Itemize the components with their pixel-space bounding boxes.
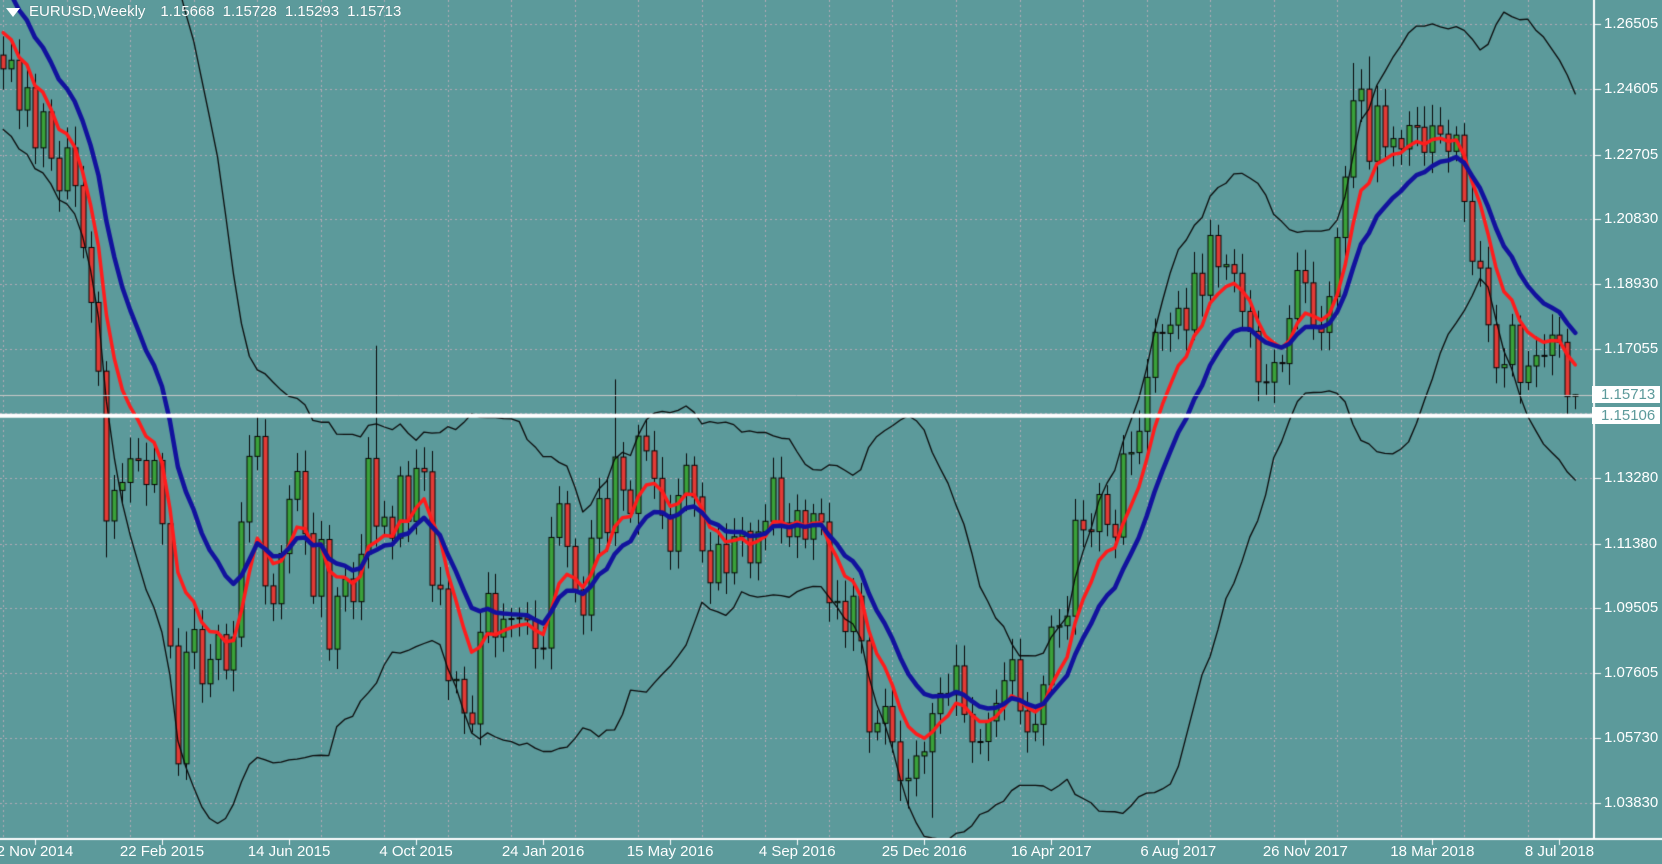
price-axis-label: 1.26505	[1604, 15, 1659, 32]
price-axis-label: 1.17055	[1604, 339, 1659, 357]
ohlc-high: 1.15728	[222, 3, 277, 20]
bid-price-box: 1.15713	[1592, 386, 1660, 404]
time-axis-label: 24 Jan 2016	[501, 843, 585, 860]
time-axis-label: 25 Dec 2016	[881, 843, 967, 860]
chart-title-bar: EURUSD,Weekly 1.15668 1.15728 1.15293 1.…	[6, 3, 401, 21]
time-axis-label: 15 May 2016	[626, 843, 714, 860]
time-axis-label: 2 Nov 2014	[0, 843, 74, 860]
symbol-triangle-icon	[6, 8, 20, 17]
time-axis-label: 16 Apr 2017	[1010, 843, 1092, 860]
ohlc-open: 1.15668	[160, 3, 215, 20]
ohlc-readout: 1.15668 1.15728 1.15293 1.15713	[160, 3, 401, 21]
price-axis-label: 1.13280	[1604, 469, 1659, 487]
time-axis-label: 8 Jul 2018	[1524, 843, 1595, 860]
price-axis-label: 1.07605	[1604, 664, 1659, 682]
time-axis-label: 14 Jun 2015	[247, 843, 331, 860]
price-axis-label: 1.18930	[1604, 275, 1659, 293]
price-axis-label: 1.24605	[1604, 80, 1659, 98]
time-axis-label: 22 Feb 2015	[119, 843, 205, 860]
price-axis-label: 1.09505	[1604, 599, 1659, 617]
time-axis-label: 4 Sep 2016	[758, 843, 836, 860]
price-axis-label: 1.22705	[1604, 145, 1659, 163]
horizontal-line-price-box: 1.15106	[1592, 407, 1660, 425]
price-axis-label: 1.03830	[1604, 794, 1659, 811]
ohlc-close: 1.15713	[347, 3, 402, 20]
price-axis-label: 1.11380	[1604, 534, 1658, 552]
time-axis-label: 26 Nov 2017	[1262, 843, 1348, 860]
symbol-timeframe-label: EURUSD,Weekly	[29, 3, 146, 20]
ohlc-low: 1.15293	[284, 3, 340, 20]
price-axis-label: 1.05730	[1604, 728, 1659, 746]
time-axis-label: 4 Oct 2015	[379, 843, 453, 860]
price-axis-label: 1.20830	[1604, 209, 1659, 227]
time-axis-label: 18 Mar 2018	[1390, 843, 1475, 860]
time-axis-label: 6 Aug 2017	[1140, 843, 1217, 860]
